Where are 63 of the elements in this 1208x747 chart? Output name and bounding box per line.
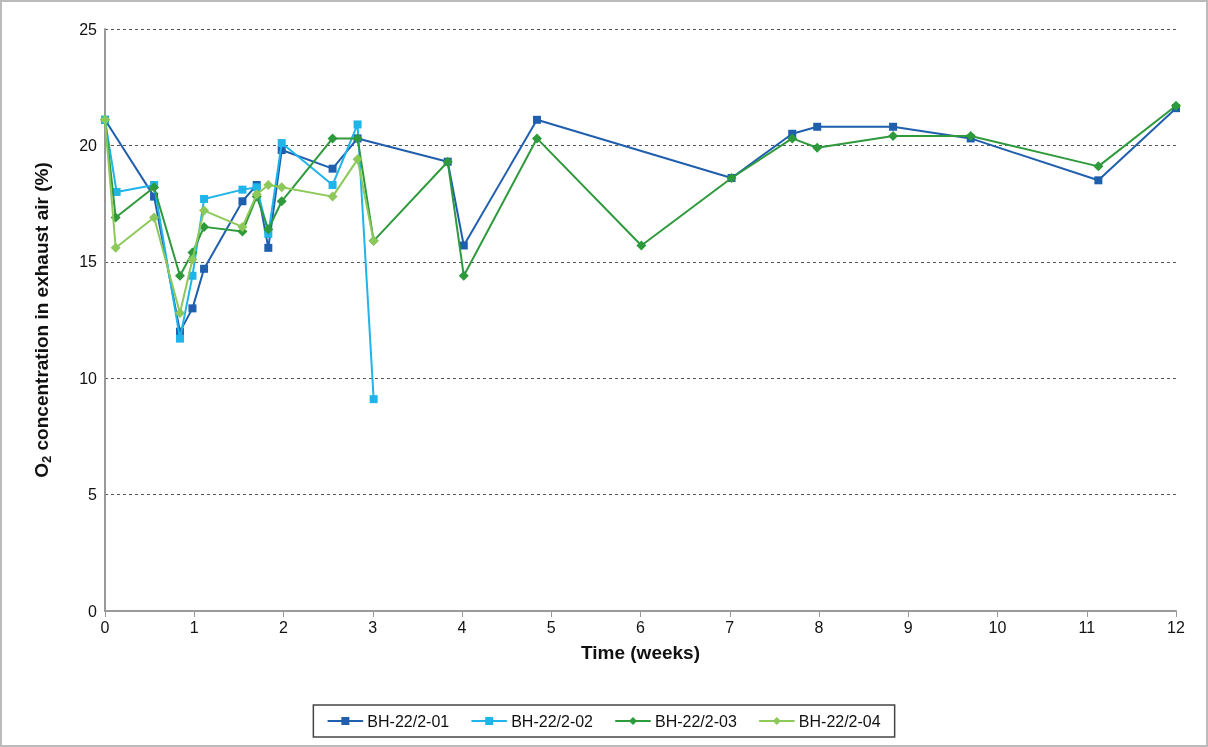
x-tick-label: 10 — [988, 618, 1007, 636]
y-tick-label: 0 — [88, 602, 98, 620]
point — [1094, 176, 1103, 185]
point — [174, 270, 185, 281]
point — [458, 270, 469, 281]
point — [813, 122, 822, 131]
point — [812, 142, 823, 153]
point — [889, 122, 898, 131]
x-tick-label: 5 — [546, 618, 556, 636]
point — [327, 191, 338, 202]
x-tick-label: 2 — [279, 618, 289, 636]
point — [327, 133, 338, 144]
point — [200, 194, 209, 203]
x-tick-label: 1 — [189, 618, 199, 636]
point — [264, 243, 273, 252]
point — [263, 224, 274, 235]
x-tick-label: 3 — [368, 618, 378, 636]
point — [174, 308, 185, 319]
point — [532, 115, 541, 124]
point — [277, 139, 286, 148]
point — [199, 205, 210, 216]
point — [188, 304, 197, 313]
point — [636, 240, 647, 251]
point — [459, 241, 468, 250]
point — [263, 179, 274, 190]
x-tick-label: 8 — [814, 618, 824, 636]
point — [276, 182, 287, 193]
point — [149, 182, 160, 193]
point — [328, 164, 337, 173]
point — [352, 154, 363, 165]
x-tick-label: 4 — [457, 618, 467, 636]
point — [238, 197, 247, 206]
legend-label: BH-22/2-01 — [367, 712, 450, 730]
y-tick-label: 15 — [79, 253, 98, 271]
legend-label: BH-22/2-02 — [511, 712, 594, 730]
point — [531, 133, 542, 144]
x-tick-label: 7 — [725, 618, 735, 636]
point — [276, 196, 287, 207]
point — [369, 395, 378, 404]
x-tick-label: 6 — [636, 618, 646, 636]
point — [187, 254, 198, 265]
point — [175, 334, 184, 343]
legend-label: BH-22/2-03 — [655, 712, 737, 730]
point — [237, 221, 248, 232]
y-tick-label: 20 — [79, 136, 98, 154]
point — [149, 212, 160, 223]
point — [238, 185, 247, 194]
point — [110, 242, 121, 253]
point — [200, 264, 209, 273]
point — [353, 120, 362, 129]
y-tick-label: 5 — [88, 486, 98, 504]
legend-label: BH-22/2-04 — [798, 712, 881, 730]
x-tick-label: 0 — [100, 618, 110, 636]
x-tick-label: 9 — [903, 618, 913, 636]
point — [787, 133, 798, 144]
x-tick-label: 12 — [1167, 618, 1185, 636]
point — [1171, 100, 1181, 111]
x-tick-label: 11 — [1078, 618, 1096, 636]
y-tick-label: 25 — [79, 20, 98, 38]
point — [1093, 161, 1104, 172]
y-tick-label: 10 — [79, 369, 98, 387]
x-axis-title: Time (weeks) — [581, 642, 700, 663]
point — [328, 180, 337, 189]
